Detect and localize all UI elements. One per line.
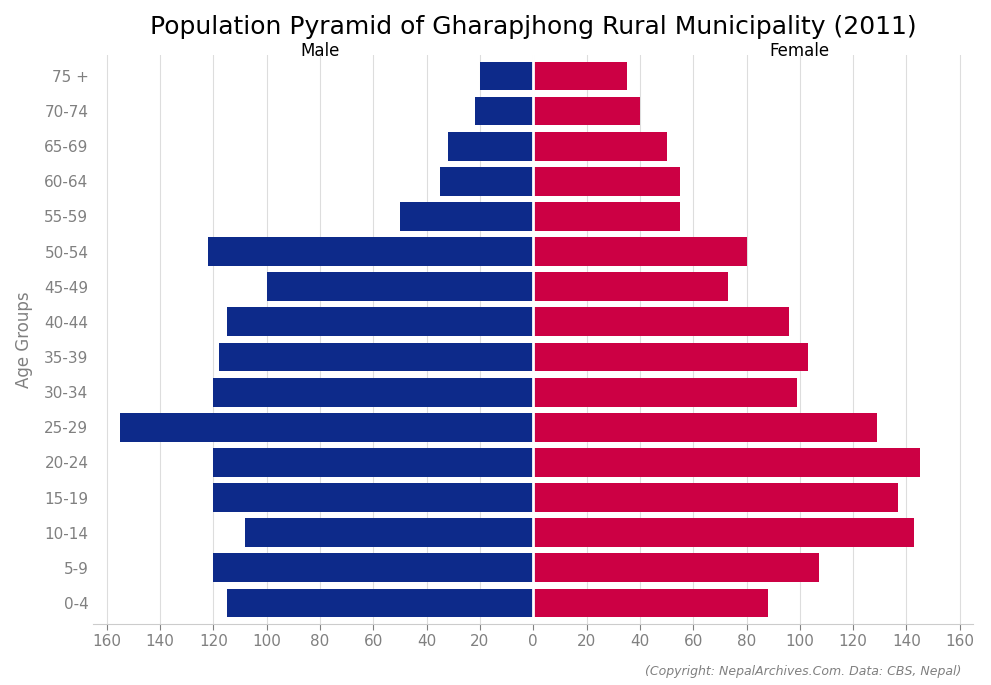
Bar	[213, 448, 533, 477]
Text: Male: Male	[300, 42, 340, 60]
Bar	[213, 553, 533, 582]
Text: (Copyright: NepalArchives.Com. Data: CBS, Nepal): (Copyright: NepalArchives.Com. Data: CBS…	[645, 665, 961, 678]
Bar	[533, 553, 819, 582]
Bar	[400, 202, 533, 231]
Bar	[533, 167, 680, 196]
Bar	[533, 273, 727, 301]
Bar	[213, 483, 533, 512]
Bar	[533, 132, 667, 160]
Bar	[533, 519, 915, 547]
Bar	[246, 519, 533, 547]
Bar	[448, 132, 533, 160]
Bar	[213, 377, 533, 406]
Bar	[533, 237, 746, 266]
Bar	[480, 62, 533, 90]
Bar	[219, 342, 533, 371]
Bar	[533, 448, 920, 477]
Bar	[533, 97, 640, 125]
Text: Female: Female	[770, 42, 829, 60]
Bar	[440, 167, 533, 196]
Bar	[208, 237, 533, 266]
Y-axis label: Age Groups: Age Groups	[15, 291, 33, 388]
Bar	[475, 97, 533, 125]
Bar	[120, 413, 533, 442]
Bar	[533, 377, 797, 406]
Bar	[533, 202, 680, 231]
Bar	[533, 588, 768, 617]
Bar	[533, 308, 789, 336]
Bar	[267, 273, 533, 301]
Bar	[533, 342, 808, 371]
Bar	[227, 308, 533, 336]
Bar	[533, 62, 626, 90]
Bar	[533, 483, 899, 512]
Title: Population Pyramid of Gharapjhong Rural Municipality (2011): Population Pyramid of Gharapjhong Rural …	[150, 15, 917, 39]
Bar	[227, 588, 533, 617]
Bar	[533, 413, 877, 442]
